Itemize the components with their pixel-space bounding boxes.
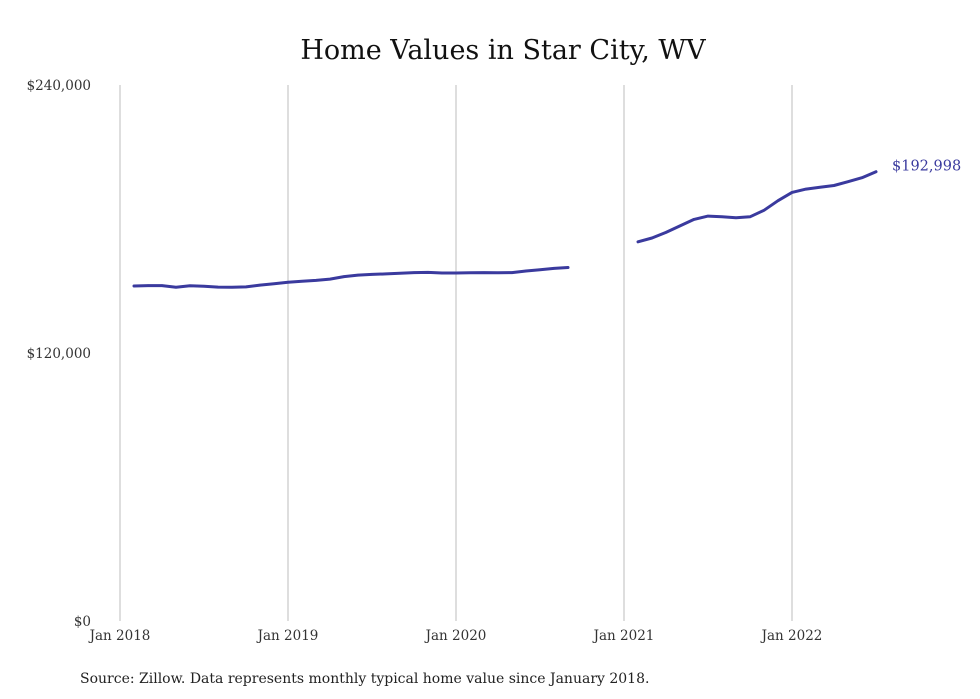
data-point-2019-01: [286, 281, 290, 284]
data-point-2021-02: [636, 240, 640, 243]
x-tick-label: Jan 2018: [88, 628, 151, 644]
data-point-2021-09: [734, 216, 738, 219]
data-point-2019-06: [356, 273, 360, 277]
y-axis-ticks: $0 $120,000 $240,000: [27, 78, 91, 630]
data-point-2018-02: [132, 284, 136, 288]
data-point-2019-04: [328, 277, 332, 281]
data-point-2018-04: [160, 284, 164, 287]
data-point-2022-07: [874, 170, 878, 173]
data-point-2022-06: [860, 176, 864, 179]
data-point-2018-11: [258, 283, 262, 287]
data-point-2020-09: [566, 266, 570, 269]
data-point-2019-12: [440, 271, 444, 275]
data-point-2020-03: [482, 271, 486, 274]
data-point-2021-03: [650, 236, 654, 240]
data-point-2021-05: [678, 224, 682, 228]
data-point-2021-06: [692, 218, 696, 221]
data-point-2022-04: [832, 184, 836, 187]
data-point-2019-08: [384, 272, 388, 276]
series-line-segment-2: [636, 170, 878, 244]
x-tick-label: Jan 2021: [592, 628, 655, 644]
data-point-2018-09: [230, 286, 234, 289]
gridlines: [119, 85, 793, 621]
data-point-2018-07: [202, 285, 206, 288]
data-point-2019-02: [300, 280, 304, 283]
data-point-2022-01: [790, 191, 794, 194]
end-value-label: $192,998: [892, 159, 961, 175]
data-point-2020-08: [552, 267, 556, 270]
data-point-2021-10: [748, 215, 752, 218]
data-point-2021-12: [776, 199, 780, 202]
data-point-2018-08: [216, 285, 220, 289]
source-note: Source: Zillow. Data represents monthly …: [80, 671, 649, 687]
data-point-2019-09: [398, 272, 402, 275]
data-point-2019-05: [342, 275, 346, 278]
data-point-2022-02: [804, 187, 808, 191]
y-tick-label: $0: [74, 614, 91, 630]
data-point-2020-06: [524, 269, 528, 273]
data-point-2020-01: [454, 271, 458, 275]
chart-title: Home Values in Star City, WV: [300, 35, 706, 66]
data-point-2020-07: [538, 268, 542, 271]
data-point-2021-07: [706, 214, 710, 218]
data-point-2021-04: [664, 231, 668, 234]
data-point-2020-04: [496, 271, 500, 274]
data-point-2018-03: [146, 284, 150, 287]
y-tick-label: $120,000: [27, 346, 91, 362]
data-point-2021-08: [720, 215, 724, 218]
data-point-2019-07: [370, 273, 374, 276]
data-point-2019-11: [426, 271, 430, 274]
x-tick-label: Jan 2019: [256, 628, 319, 644]
data-point-2022-03: [818, 186, 822, 189]
series-line-segment-1: [132, 266, 570, 289]
data-point-2020-05: [510, 271, 514, 274]
data-point-2018-12: [272, 282, 276, 285]
series-home-value: [132, 170, 878, 289]
data-point-2022-05: [846, 180, 850, 183]
data-point-2018-05: [174, 286, 178, 289]
data-point-2019-10: [412, 271, 416, 274]
data-point-2018-06: [188, 284, 192, 287]
x-axis-ticks: Jan 2018 Jan 2019 Jan 2020 Jan 2021 Jan 2022: [88, 628, 823, 644]
y-tick-label: $240,000: [27, 78, 91, 94]
data-point-2018-10: [244, 285, 248, 289]
data-point-2019-03: [314, 279, 318, 282]
x-tick-label: Jan 2022: [760, 628, 823, 644]
data-point-2020-02: [468, 271, 472, 274]
data-point-2021-11: [762, 209, 766, 212]
x-tick-label: Jan 2020: [424, 628, 487, 644]
